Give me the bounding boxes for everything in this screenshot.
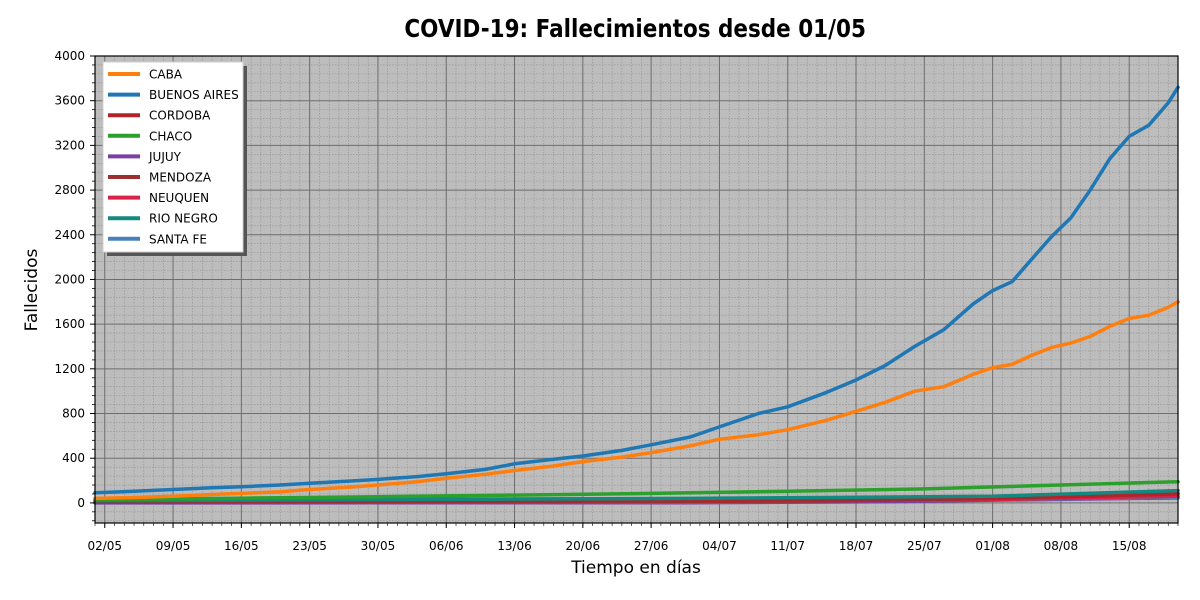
- legend-label-chaco: CHACO: [149, 129, 192, 143]
- x-tick-label: 11/07: [770, 539, 805, 553]
- x-tick-label: 25/07: [907, 539, 942, 553]
- legend-label-jujuy: JUJUY: [148, 150, 182, 164]
- y-axis-label: Fallecidos: [22, 249, 42, 332]
- x-tick-label: 18/07: [839, 539, 874, 553]
- plot-background: [95, 56, 1178, 523]
- y-tick-label: 2800: [54, 183, 85, 197]
- series-line-chaco: [93, 479, 1180, 502]
- axis-ticks: [90, 55, 1179, 528]
- legend-label-caba: CABA: [149, 68, 183, 82]
- x-tick-label: 23/05: [292, 539, 327, 553]
- legend-label-buenos-aires: BUENOS AIRES: [149, 88, 239, 102]
- x-tick-label: 30/05: [361, 539, 396, 553]
- x-tick-labels: 02/05 09/05 16/05 23/05 30/05 06/06 13/06 20/06…: [87, 539, 1146, 553]
- x-tick-label: 01/08: [975, 539, 1010, 553]
- legend-label-rio-negro: RIO NEGRO: [149, 212, 218, 226]
- x-tick-label: 09/05: [156, 539, 191, 553]
- legend: CABA BUENOS AIRES CORDOBA CHACO JUJUY MENDOZA…: [102, 61, 247, 256]
- y-tick-label: 4000: [54, 49, 85, 63]
- y-tick-label: 1200: [54, 362, 85, 376]
- x-tick-label: 15/08: [1112, 539, 1147, 553]
- x-tick-label: 13/06: [497, 539, 532, 553]
- y-tick-label: 2000: [54, 272, 85, 286]
- series-line-rio-negro: [93, 488, 1180, 503]
- x-tick-label: 06/06: [429, 539, 464, 553]
- x-tick-label: 16/05: [224, 539, 259, 553]
- plot-frame: [94, 55, 1179, 524]
- x-tick-label: 08/08: [1044, 539, 1079, 553]
- legend-items: CABA BUENOS AIRES CORDOBA CHACO JUJUY MENDOZA…: [108, 68, 239, 246]
- y-tick-label: 400: [62, 451, 85, 465]
- x-tick-label: 04/07: [702, 539, 737, 553]
- y-tick-label: 1600: [54, 317, 85, 331]
- y-tick-label: 3200: [54, 138, 85, 152]
- chart-title: COVID-19: Fallecimientos desde 01/05: [404, 14, 866, 43]
- y-tick-label: 2400: [54, 228, 85, 242]
- x-tick-label: 02/05: [87, 539, 122, 553]
- legend-label-santa-fe: SANTA FE: [149, 232, 207, 246]
- x-tick-label: 27/06: [634, 539, 669, 553]
- y-tick-label: 800: [62, 407, 85, 421]
- series-line-buenos-aires: [93, 85, 1180, 495]
- y-tick-label: 3600: [54, 94, 85, 108]
- legend-label-neuquen: NEUQUEN: [149, 191, 209, 205]
- legend-label-cordoba: CORDOBA: [149, 109, 211, 123]
- y-tick-labels: 0 400 800 1200 1600 2000 2400 2800 3200 3600 4000: [54, 49, 85, 510]
- series-line-caba: [93, 300, 1180, 501]
- series-layer: [93, 85, 1180, 505]
- legend-label-mendoza: MENDOZA: [149, 171, 212, 185]
- y-tick-label: 0: [77, 496, 85, 510]
- x-axis-label: Tiempo en días: [570, 558, 701, 578]
- x-tick-label: 20/06: [566, 539, 601, 553]
